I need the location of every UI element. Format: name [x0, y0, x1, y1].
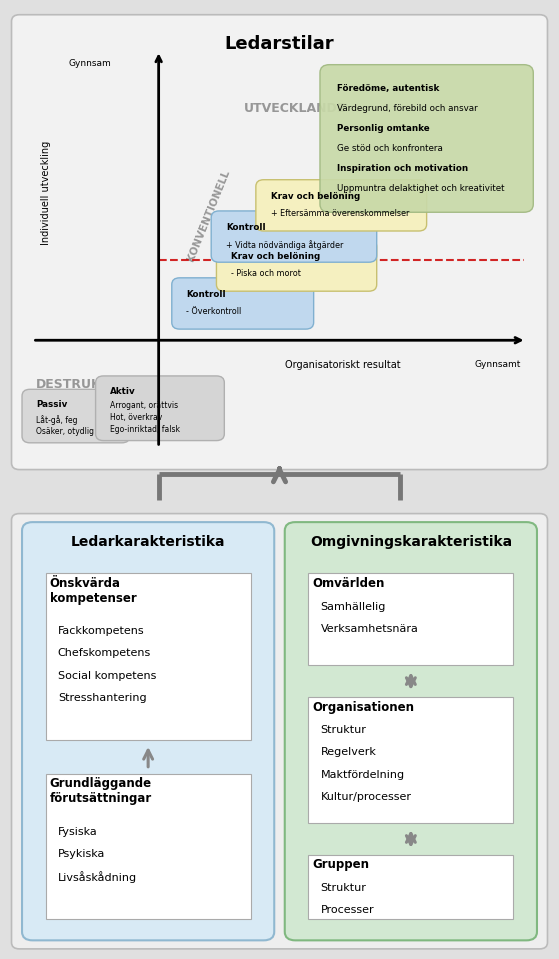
Text: Osäker, otydlig: Osäker, otydlig	[36, 427, 94, 435]
Text: Uppmuntra delaktighet och kreativitet: Uppmuntra delaktighet och kreativitet	[337, 184, 505, 193]
FancyBboxPatch shape	[309, 855, 513, 919]
Text: UTVECKLANDE: UTVECKLANDE	[244, 102, 347, 115]
Text: Organisatoriskt resultat: Organisatoriskt resultat	[285, 361, 400, 370]
Text: Föredöme, autentisk: Föredöme, autentisk	[337, 83, 440, 93]
FancyBboxPatch shape	[309, 697, 513, 823]
Text: Kultur/processer: Kultur/processer	[320, 792, 411, 802]
Text: Kontroll: Kontroll	[226, 223, 266, 232]
Text: Passiv: Passiv	[36, 401, 68, 409]
Text: Personlig omtanke: Personlig omtanke	[337, 124, 430, 133]
Text: Kontroll: Kontroll	[187, 290, 226, 299]
FancyBboxPatch shape	[46, 573, 250, 739]
Text: KONVENTIONELL: KONVENTIONELL	[186, 168, 231, 263]
Text: Ledarkarakteristika: Ledarkarakteristika	[71, 535, 225, 549]
Text: Verksamhetsnära: Verksamhetsnära	[320, 623, 418, 634]
Text: Grundläggande
förutsättningar: Grundläggande förutsättningar	[50, 778, 152, 806]
FancyBboxPatch shape	[96, 376, 224, 440]
Text: - Piska och morot: - Piska och morot	[231, 269, 301, 278]
FancyBboxPatch shape	[211, 211, 377, 262]
Text: Ego-inriktad, falsk: Ego-inriktad, falsk	[110, 426, 180, 434]
FancyBboxPatch shape	[46, 774, 250, 919]
FancyBboxPatch shape	[172, 278, 314, 329]
Text: + Vidta nödvändiga åtgärder: + Vidta nödvändiga åtgärder	[226, 240, 343, 249]
Text: Önskvärda
kompetenser: Önskvärda kompetenser	[50, 576, 136, 605]
Text: Fackkompetens: Fackkompetens	[58, 626, 144, 636]
FancyBboxPatch shape	[216, 240, 377, 292]
Text: Processer: Processer	[320, 905, 374, 915]
Text: Stresshantering: Stresshantering	[58, 692, 146, 703]
Text: Fysiska: Fysiska	[58, 827, 97, 837]
Text: Samhällelig: Samhällelig	[320, 601, 386, 612]
Text: Organisationen: Organisationen	[312, 700, 415, 713]
Text: Chefskompetens: Chefskompetens	[58, 648, 151, 659]
Text: Social kompetens: Social kompetens	[58, 670, 156, 681]
FancyBboxPatch shape	[256, 179, 427, 231]
Text: Individuell utveckling: Individuell utveckling	[41, 141, 51, 246]
Text: Livsåskådning: Livsåskådning	[58, 871, 137, 883]
Text: Krav och belöning: Krav och belöning	[271, 192, 360, 200]
Text: - Överkontroll: - Överkontroll	[187, 307, 241, 316]
Text: Värdegrund, förebild och ansvar: Värdegrund, förebild och ansvar	[337, 104, 478, 113]
Text: Regelverk: Regelverk	[320, 747, 376, 758]
Text: + Eftersämma överenskommelser: + Eftersämma överenskommelser	[271, 209, 409, 218]
Text: Struktur: Struktur	[320, 725, 366, 736]
Text: Låt-gå, feg: Låt-gå, feg	[36, 414, 78, 425]
Text: Maktfördelning: Maktfördelning	[320, 770, 405, 780]
Text: Omgivningskarakteristika: Omgivningskarakteristika	[310, 535, 512, 549]
FancyBboxPatch shape	[320, 64, 533, 212]
FancyBboxPatch shape	[12, 14, 547, 470]
Text: Krav och belöning: Krav och belöning	[231, 252, 320, 261]
FancyBboxPatch shape	[22, 389, 130, 443]
Text: Inspiration och motivation: Inspiration och motivation	[337, 164, 468, 174]
FancyBboxPatch shape	[12, 514, 547, 948]
Text: Psykiska: Psykiska	[58, 849, 105, 859]
Text: Gynnsam: Gynnsam	[69, 59, 112, 68]
Text: Ge stöd och konfrontera: Ge stöd och konfrontera	[337, 144, 443, 153]
FancyBboxPatch shape	[309, 573, 513, 666]
FancyBboxPatch shape	[285, 522, 537, 941]
Text: Gruppen: Gruppen	[312, 858, 369, 872]
Text: DESTRUKTIV: DESTRUKTIV	[36, 379, 124, 391]
Text: Arrogant, orättvis: Arrogant, orättvis	[110, 402, 178, 410]
Text: Ledarstilar: Ledarstilar	[225, 35, 334, 53]
Text: Hot, överkrav: Hot, överkrav	[110, 413, 162, 422]
Text: Omvärlden: Omvärlden	[312, 576, 385, 590]
Text: Aktiv: Aktiv	[110, 387, 135, 396]
Text: Gynnsamt: Gynnsamt	[475, 361, 521, 369]
FancyBboxPatch shape	[22, 522, 274, 941]
Text: Struktur: Struktur	[320, 883, 366, 893]
